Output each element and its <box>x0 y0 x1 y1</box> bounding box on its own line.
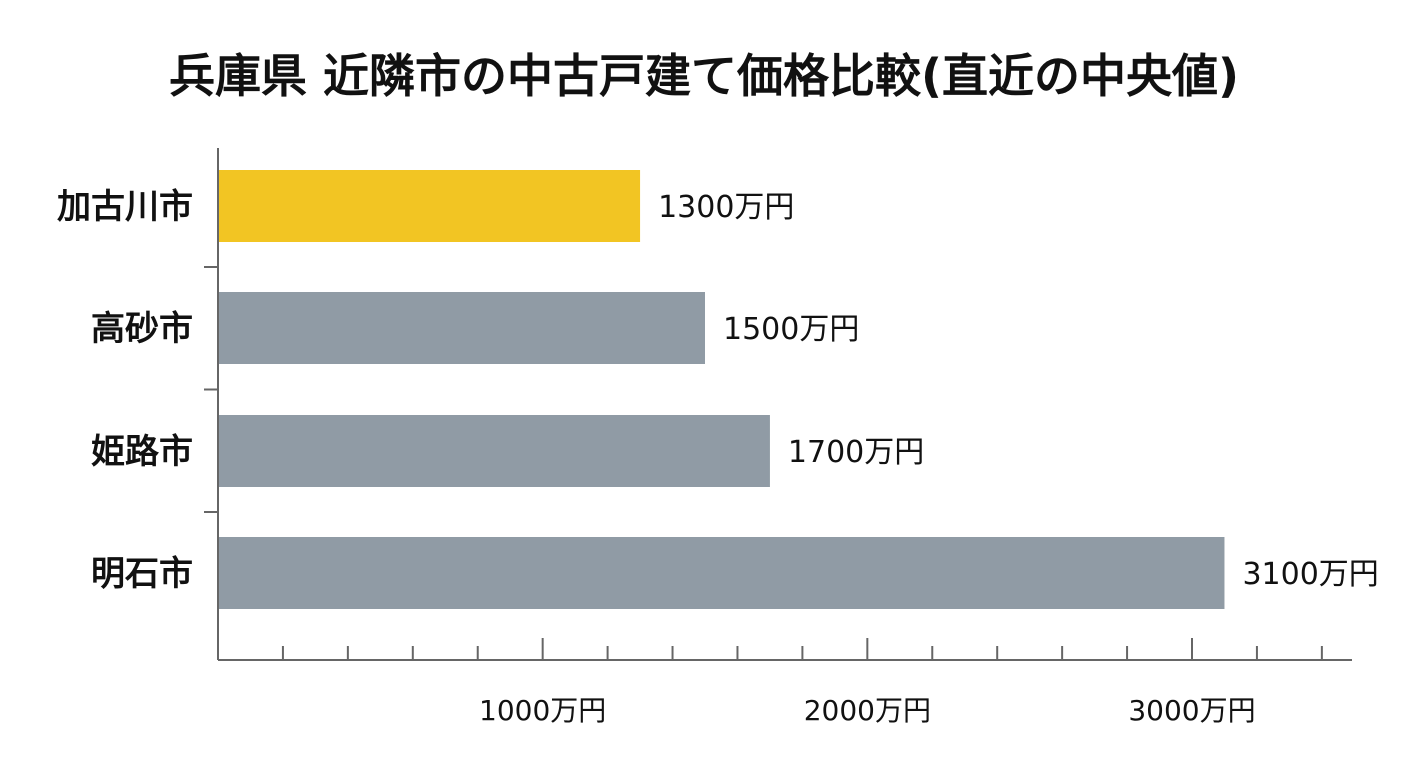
category-label: 高砂市 <box>91 309 193 349</box>
bar <box>219 537 1225 609</box>
category-label: 姫路市 <box>91 432 193 472</box>
bar <box>219 415 770 487</box>
bar <box>219 292 705 364</box>
value-label: 1500万円 <box>723 312 859 347</box>
x-tick-label: 3000万円 <box>1128 694 1255 727</box>
value-label: 1700万円 <box>788 435 924 470</box>
axes-layer: 1000万円 2000万円 3000万円 <box>204 148 1352 727</box>
category-label: 明石市 <box>91 554 193 594</box>
x-tick-label: 2000万円 <box>804 694 931 727</box>
value-label: 3100万円 <box>1242 557 1378 592</box>
category-label: 加古川市 <box>57 187 193 227</box>
chart-title: 兵庫県 近隣市の中古戸建て価格比較(直近の中央値) <box>169 49 1239 103</box>
bar <box>219 170 641 242</box>
value-label: 1300万円 <box>658 190 794 225</box>
x-tick-label: 1000万円 <box>479 694 606 727</box>
